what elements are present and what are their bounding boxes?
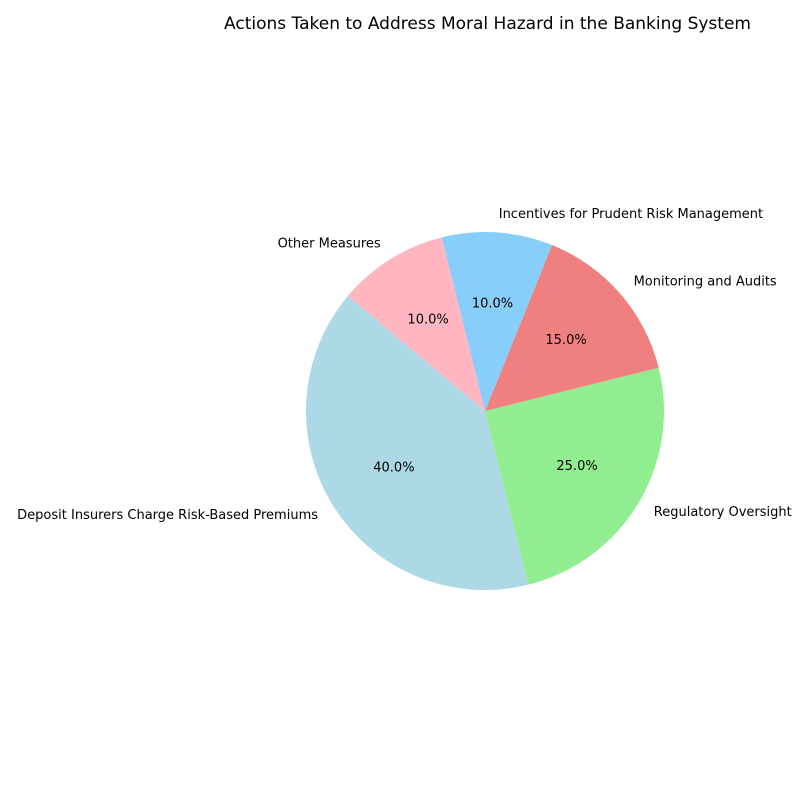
slice-category-label: Deposit Insurers Charge Risk-Based Premi… (17, 508, 318, 523)
slice-category-label: Other Measures (278, 237, 381, 252)
slice-percent-label: 25.0% (556, 459, 597, 474)
pie-slice-1 (306, 295, 529, 590)
slice-percent-label: 10.0% (472, 296, 513, 311)
chart-title: Actions Taken to Address Moral Hazard in… (224, 14, 751, 34)
pie-slice-3 (485, 245, 659, 411)
slice-category-label: Monitoring and Audits (634, 274, 777, 289)
pie-slice-5 (347, 237, 485, 411)
slice-category-label: Incentives for Prudent Risk Management (499, 207, 763, 222)
pie-slice-4 (441, 232, 553, 411)
pie-slice-2 (485, 367, 664, 585)
slice-percent-label: 15.0% (545, 333, 586, 348)
slice-category-label: Regulatory Oversight (654, 505, 792, 520)
slice-percent-label: 10.0% (407, 312, 448, 327)
slice-percent-label: 40.0% (373, 460, 414, 475)
